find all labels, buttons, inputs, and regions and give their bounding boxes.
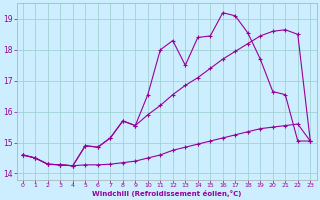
X-axis label: Windchill (Refroidissement éolien,°C): Windchill (Refroidissement éolien,°C) xyxy=(92,190,241,197)
